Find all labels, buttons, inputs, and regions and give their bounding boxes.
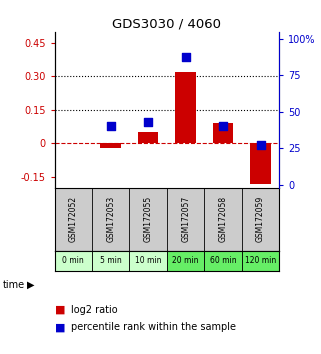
Bar [242, 251, 279, 271]
Text: 5 min: 5 min [100, 256, 122, 265]
Text: time: time [3, 280, 25, 290]
Text: GSM172055: GSM172055 [144, 196, 153, 242]
Bar [138, 132, 159, 143]
Text: ■: ■ [55, 322, 65, 332]
Text: 20 min: 20 min [172, 256, 199, 265]
Bar [213, 123, 233, 143]
Point [258, 142, 263, 148]
Point [221, 124, 226, 129]
Text: 120 min: 120 min [245, 256, 276, 265]
Text: 60 min: 60 min [210, 256, 236, 265]
Bar [129, 251, 167, 271]
Title: GDS3030 / 4060: GDS3030 / 4060 [112, 18, 221, 31]
Bar [175, 72, 196, 143]
Text: 10 min: 10 min [135, 256, 161, 265]
Bar [250, 143, 271, 184]
Bar [167, 251, 204, 271]
Point [108, 124, 113, 129]
Bar [204, 251, 242, 271]
Text: GSM172053: GSM172053 [106, 196, 115, 242]
Text: GSM172052: GSM172052 [69, 196, 78, 242]
Text: ■: ■ [55, 305, 65, 315]
Bar [100, 143, 121, 148]
Text: GSM172059: GSM172059 [256, 196, 265, 242]
Text: log2 ratio: log2 ratio [71, 305, 117, 315]
Text: 0 min: 0 min [62, 256, 84, 265]
Point [183, 54, 188, 59]
Text: GSM172058: GSM172058 [219, 196, 228, 242]
Bar [55, 251, 92, 271]
Point [146, 119, 151, 125]
Bar [92, 251, 129, 271]
Text: percentile rank within the sample: percentile rank within the sample [71, 322, 236, 332]
Text: GSM172057: GSM172057 [181, 196, 190, 242]
Text: ▶: ▶ [27, 280, 35, 290]
